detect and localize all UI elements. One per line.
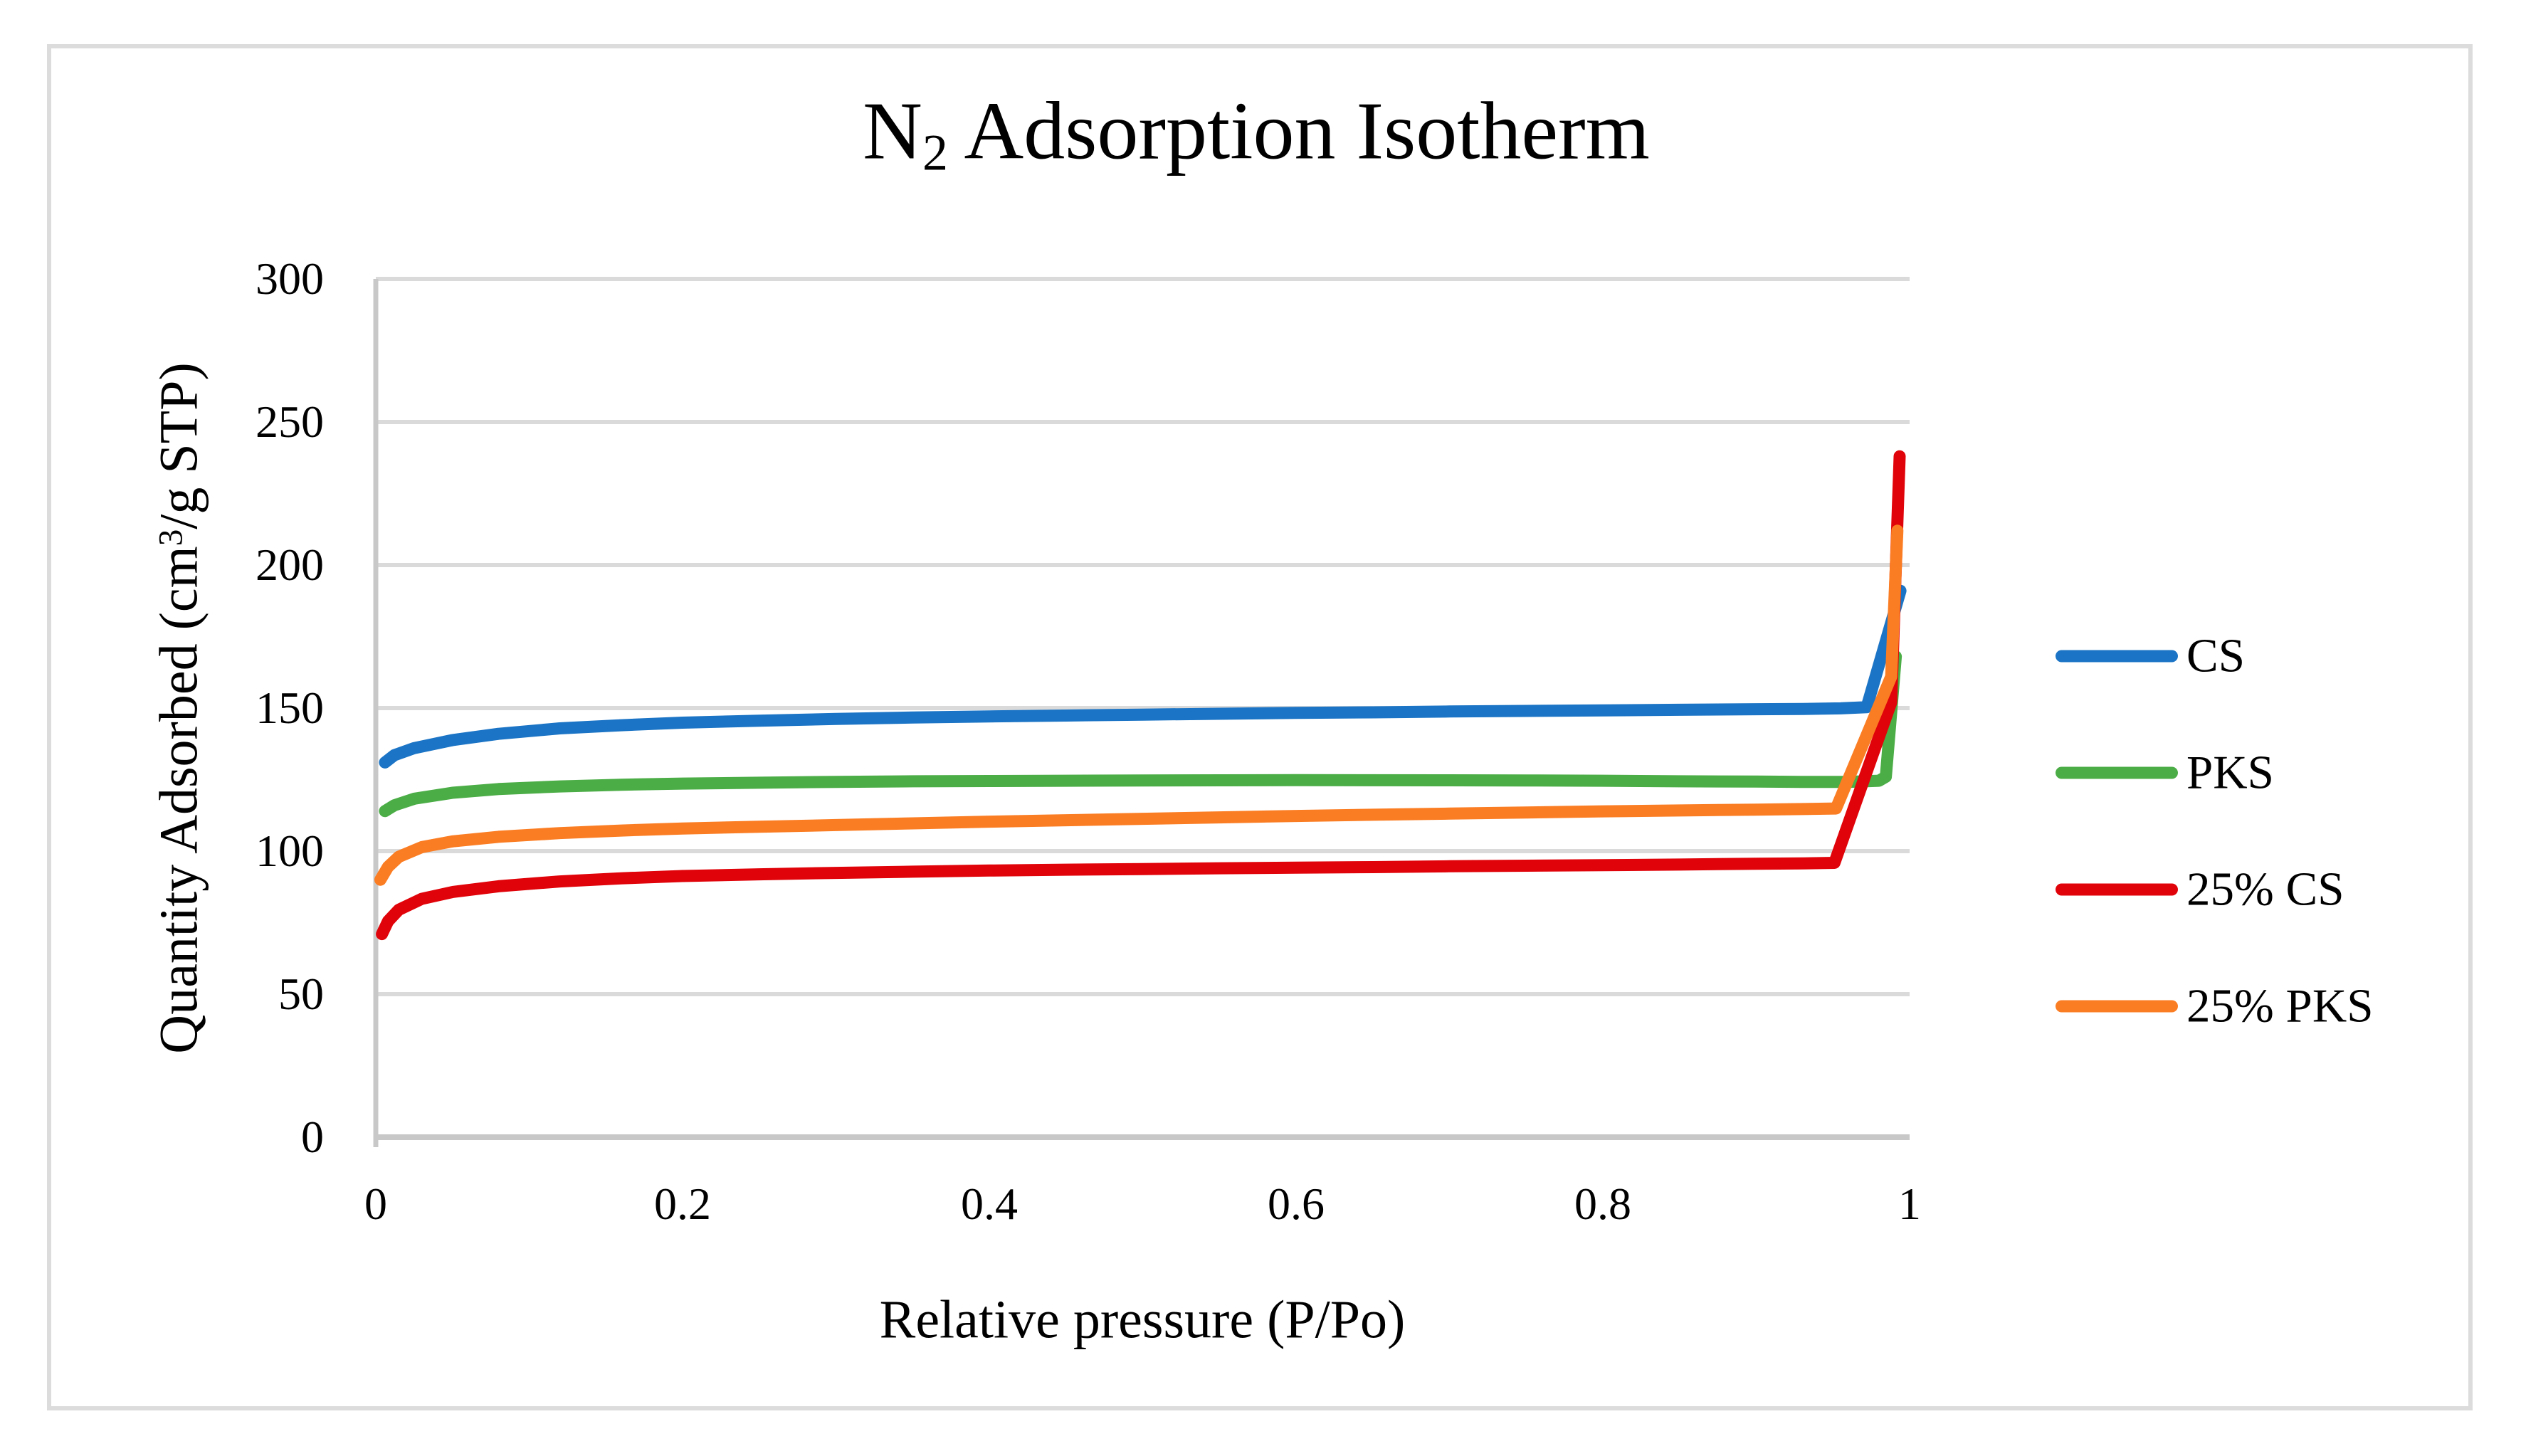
legend-swatch-icon [2056,883,2178,896]
x-tick-label-0.2: 0.2 [654,1178,711,1229]
x-tick-label-0.6: 0.6 [1268,1178,1325,1229]
x-tick-label-0: 0 [364,1178,387,1229]
chart-title-rest: Adsorption Isotherm [947,85,1650,177]
chart-title: N2 Adsorption Isotherm [863,85,1650,181]
series-line-25-cs [376,450,1906,941]
y-tick-label-0: 0 [301,1112,324,1162]
legend-swatch-icon [2056,766,2178,779]
y-tick-label-300: 300 [256,253,324,304]
y-tick-label-100: 100 [256,825,324,876]
legend-swatch-icon [2056,1000,2178,1013]
y-axis-title-pre: Quantity Adsorbed (cm [149,546,209,1054]
legend-label: PKS [2186,746,2274,799]
y-axis-title-superscript: 3 [152,529,190,547]
legend-swatch-icon [2056,650,2178,663]
series-line-pks [379,650,1902,818]
y-axis-title-post: /g STP) [149,362,209,529]
legend-label: 25% PKS [2186,979,2374,1033]
x-tick-label-1: 1 [1898,1178,1921,1229]
x-tick-label-0.8: 0.8 [1574,1178,1631,1229]
legend-label: 25% CS [2186,862,2344,916]
y-axis-title: Quantity Adsorbed (cm3/g STP) [149,362,211,1053]
legend-item-pks: PKS [2056,746,2274,801]
legend-label: CS [2186,629,2245,682]
series-line-cs [379,584,1907,769]
y-tick-label-200: 200 [256,539,324,590]
series-line-25-pks [374,524,1904,886]
y-tick-label-250: 250 [256,396,324,447]
y-tick-label-150: 150 [256,682,324,733]
legend-item-25-cs: 25% CS [2056,862,2344,917]
figure-border [47,44,2473,1410]
legend-item-cs: CS [2056,629,2245,684]
chart-title-subscript: 2 [922,124,948,181]
legend-item-25-pks: 25% PKS [2056,979,2373,1034]
x-axis-title: Relative pressure (P/Po) [879,1289,1406,1350]
chart-title-base: N [863,85,922,177]
x-tick-label-0.4: 0.4 [961,1178,1018,1229]
y-tick-label-50: 50 [278,969,324,1019]
